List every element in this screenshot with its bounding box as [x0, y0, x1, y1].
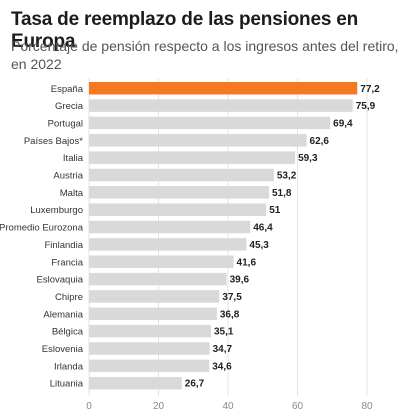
x-axis-ticks: 0 20 40 60 80 — [86, 401, 373, 412]
x-tick-label: 20 — [153, 401, 165, 412]
bar-0 — [89, 82, 358, 95]
category-label: Bélgica — [52, 327, 84, 338]
bar-8 — [89, 220, 251, 234]
bar-7 — [89, 203, 267, 216]
bar-10 — [89, 255, 234, 268]
value-label: 39,6 — [230, 275, 250, 286]
chart-title: Tasa de reemplazo de las pensiones en Eu… — [11, 9, 359, 52]
bar-9 — [89, 238, 247, 251]
category-label: Alemania — [43, 309, 83, 320]
value-label: 37,5 — [222, 292, 242, 303]
value-label: 26,7 — [185, 379, 205, 390]
value-label: 45,3 — [249, 240, 269, 251]
category-label: Lituania — [50, 379, 84, 390]
bar-11 — [89, 272, 227, 286]
value-label: 36,8 — [220, 309, 240, 320]
category-label: Promedio Eurozona — [0, 223, 84, 234]
bar-5 — [89, 168, 274, 182]
category-label: Italia — [63, 153, 84, 164]
bar-12 — [89, 290, 220, 303]
value-label: 75,9 — [356, 101, 376, 112]
category-label: Eslovaquia — [37, 275, 84, 286]
bars — [89, 82, 358, 390]
value-label: 77,2 — [360, 84, 380, 95]
category-label: Grecia — [55, 101, 84, 112]
value-label: 51 — [269, 205, 281, 216]
bar-14 — [89, 324, 211, 338]
bar-17 — [89, 376, 182, 390]
value-label: 59,3 — [298, 153, 318, 164]
value-label: 46,4 — [253, 223, 273, 234]
value-label: 62,6 — [310, 136, 330, 147]
category-label: Finlandia — [44, 240, 83, 251]
bar-16 — [89, 359, 210, 373]
category-label: Francia — [51, 257, 83, 268]
value-label: 53,2 — [277, 171, 297, 182]
x-tick-label: 0 — [86, 401, 92, 412]
bar-4 — [89, 151, 296, 164]
value-label: 41,6 — [237, 257, 257, 268]
bar-15 — [89, 342, 210, 355]
value-labels: 77,2 75,969,462,6 59,353,2 51,8 51 46,4 45,3 41… — [185, 84, 380, 390]
value-label: 34,6 — [212, 361, 232, 372]
category-label: Malta — [60, 188, 84, 199]
bar-1 — [89, 99, 353, 112]
category-label: Eslovenia — [42, 344, 84, 355]
value-label: 35,1 — [214, 327, 234, 338]
category-labels: España Grecia Portugal Países Bajos* Italia A… — [0, 84, 84, 390]
bar-6 — [89, 186, 270, 199]
bar-13 — [89, 307, 217, 321]
category-label: Austria — [53, 171, 83, 182]
value-label: 34,7 — [213, 344, 233, 355]
category-label: España — [51, 84, 84, 95]
bar-2 — [89, 116, 331, 130]
chart-subtitle: Porcentaje de pensión respecto a los ing… — [11, 38, 399, 72]
category-label: Países Bajos* — [24, 136, 83, 147]
x-tick-label: 40 — [222, 401, 234, 412]
category-label: Luxemburgo — [30, 205, 83, 216]
x-tick-label: 60 — [292, 401, 304, 412]
x-tick-label: 80 — [361, 401, 373, 412]
category-label: Portugal — [48, 118, 83, 129]
category-label: Irlanda — [54, 361, 84, 372]
bar-3 — [89, 134, 307, 147]
value-label: 69,4 — [333, 118, 353, 129]
value-label: 51,8 — [272, 188, 292, 199]
category-label: Chipre — [55, 292, 83, 303]
